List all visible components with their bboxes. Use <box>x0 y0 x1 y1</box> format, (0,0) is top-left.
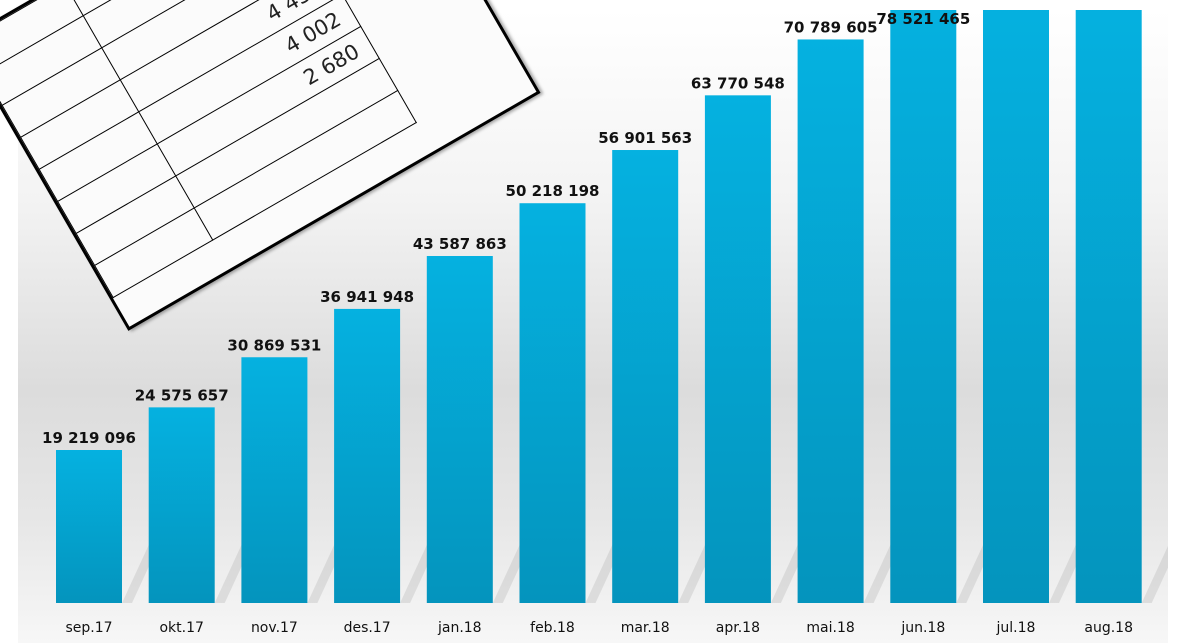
bar-feb.18 <box>519 203 586 603</box>
bar-mar.18 <box>612 150 679 603</box>
data-label: 78 521 465 <box>876 10 970 28</box>
bar-okt.17 <box>148 407 215 603</box>
bar-mai.18 <box>797 39 864 604</box>
category-label: jun.18 <box>900 620 945 636</box>
bar-des.17 <box>334 308 401 603</box>
bar-nov.17 <box>241 357 308 603</box>
category-label: sep.17 <box>65 620 112 636</box>
data-label: 30 869 531 <box>227 336 321 354</box>
category-label: okt.17 <box>159 620 203 636</box>
bar-aug.18 <box>1075 10 1142 603</box>
category-label: mai.18 <box>806 620 854 636</box>
data-label: 36 941 948 <box>320 288 414 306</box>
category-label: jan.18 <box>437 620 482 636</box>
category-label: nov.17 <box>251 620 298 636</box>
category-label: des.17 <box>344 620 391 636</box>
category-label: apr.18 <box>716 620 760 636</box>
category-label: aug.18 <box>1084 620 1133 636</box>
bar-shadow <box>1141 546 1168 603</box>
data-label: 43 587 863 <box>413 235 507 253</box>
chart-area: 19 219 096 24 575 657 30 869 531 36 941 948… <box>18 10 1168 643</box>
data-label: 50 218 198 <box>506 182 600 200</box>
data-label: 63 770 548 <box>691 74 785 92</box>
category-label: mar.18 <box>621 620 670 636</box>
category-label: jul.18 <box>996 620 1036 636</box>
bar-jun.18 <box>890 10 957 603</box>
data-label: 70 789 605 <box>784 18 878 36</box>
bar-jul.18 <box>983 10 1049 603</box>
data-label: 24 575 657 <box>135 386 229 404</box>
bar-sep.17 <box>56 450 122 603</box>
bar-jan.18 <box>426 256 493 603</box>
data-label: 19 219 096 <box>42 429 136 447</box>
category-label: feb.18 <box>530 620 575 636</box>
bar-apr.18 <box>704 95 771 603</box>
data-label: 56 901 563 <box>598 129 692 147</box>
bar-chart: 19 219 096 24 575 657 30 869 531 36 941 948… <box>42 10 1168 636</box>
